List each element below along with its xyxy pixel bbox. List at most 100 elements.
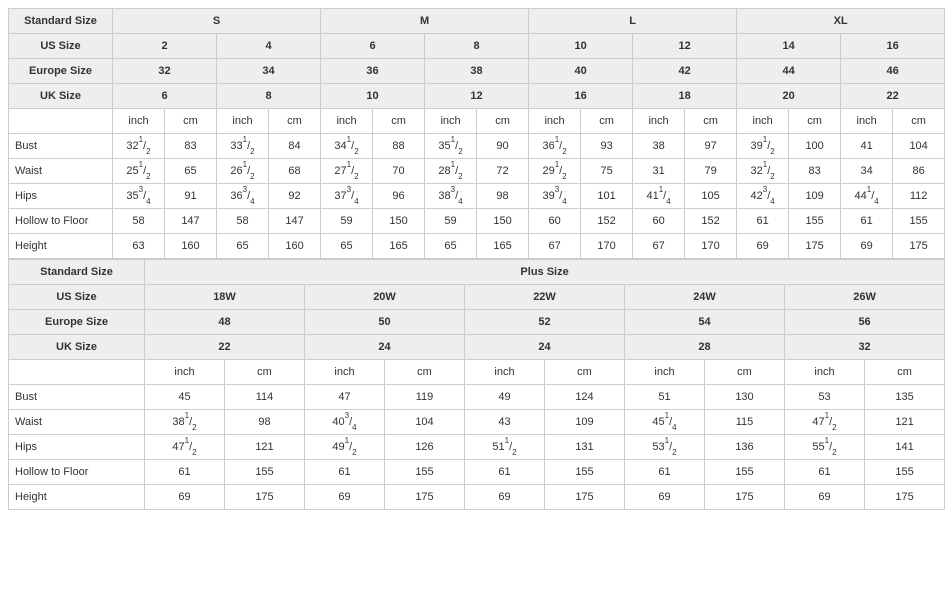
units-row: inchcm inchcm inchcm inchcm inchcm bbox=[9, 360, 945, 385]
measure-value: 551/2 bbox=[785, 435, 865, 460]
measure-value: 271/2 bbox=[321, 159, 373, 184]
unit-cm: cm bbox=[545, 360, 625, 385]
measure-label: Waist bbox=[9, 410, 145, 435]
measure-value: 61 bbox=[737, 209, 789, 234]
uk-size: 20 bbox=[737, 84, 841, 109]
measure-value: 115 bbox=[705, 410, 785, 435]
unit-cm: cm bbox=[685, 109, 737, 134]
measure-value: 393/4 bbox=[529, 184, 581, 209]
uk-size: 32 bbox=[785, 335, 945, 360]
measure-value: 261/2 bbox=[217, 159, 269, 184]
col-header: US Size bbox=[9, 34, 113, 59]
measure-value: 69 bbox=[785, 485, 865, 510]
measure-value: 321/2 bbox=[737, 159, 789, 184]
col-header: Europe Size bbox=[9, 59, 113, 84]
unit-inch: inch bbox=[217, 109, 269, 134]
size-group: S bbox=[113, 9, 321, 34]
table-row: Europe Size 32 34 36 38 40 42 44 46 bbox=[9, 59, 945, 84]
measure-value: 83 bbox=[789, 159, 841, 184]
col-header: Standard Size bbox=[9, 260, 145, 285]
measure-value: 60 bbox=[529, 209, 581, 234]
us-size: 6 bbox=[321, 34, 425, 59]
measure-value: 45 bbox=[145, 385, 225, 410]
us-size: 22W bbox=[465, 285, 625, 310]
us-size: 16 bbox=[841, 34, 945, 59]
col-header: US Size bbox=[9, 285, 145, 310]
measure-value: 321/2 bbox=[113, 134, 165, 159]
measure-value: 69 bbox=[465, 485, 545, 510]
measure-value: 155 bbox=[789, 209, 841, 234]
measure-label: Hips bbox=[9, 184, 113, 209]
us-size: 20W bbox=[305, 285, 465, 310]
measure-value: 155 bbox=[225, 460, 305, 485]
measure-value: 170 bbox=[685, 234, 737, 259]
measure-value: 170 bbox=[581, 234, 633, 259]
col-header: Europe Size bbox=[9, 310, 145, 335]
measure-value: 155 bbox=[385, 460, 465, 485]
col-header: Standard Size bbox=[9, 9, 113, 34]
measure-value: 61 bbox=[841, 209, 893, 234]
measure-value: 65 bbox=[165, 159, 217, 184]
measure-label: Hips bbox=[9, 435, 145, 460]
unit-inch: inch bbox=[737, 109, 789, 134]
measure-value: 165 bbox=[373, 234, 425, 259]
measure-value: 152 bbox=[685, 209, 737, 234]
measure-value: 165 bbox=[477, 234, 529, 259]
measure-value: 86 bbox=[893, 159, 945, 184]
measure-value: 104 bbox=[893, 134, 945, 159]
eu-size: 44 bbox=[737, 59, 841, 84]
eu-size: 52 bbox=[465, 310, 625, 335]
measure-value: 155 bbox=[705, 460, 785, 485]
measure-value: 155 bbox=[893, 209, 945, 234]
measure-value: 49 bbox=[465, 385, 545, 410]
measure-value: 53 bbox=[785, 385, 865, 410]
table-row: US Size 18W 20W 22W 24W 26W bbox=[9, 285, 945, 310]
measure-value: 175 bbox=[705, 485, 785, 510]
measure-value: 152 bbox=[581, 209, 633, 234]
measure-value: 90 bbox=[477, 134, 529, 159]
measure-value: 31 bbox=[633, 159, 685, 184]
table-row: US Size 2 4 6 8 10 12 14 16 bbox=[9, 34, 945, 59]
eu-size: 48 bbox=[145, 310, 305, 335]
measure-value: 471/2 bbox=[785, 410, 865, 435]
unit-cm: cm bbox=[789, 109, 841, 134]
measure-value: 403/4 bbox=[305, 410, 385, 435]
measure-value: 160 bbox=[165, 234, 217, 259]
size-chart-plus: Standard Size Plus Size US Size 18W 20W … bbox=[8, 259, 945, 510]
measure-label: Hollow to Floor bbox=[9, 209, 113, 234]
unit-inch: inch bbox=[529, 109, 581, 134]
measure-value: 135 bbox=[865, 385, 945, 410]
measure-value: 88 bbox=[373, 134, 425, 159]
uk-size: 24 bbox=[305, 335, 465, 360]
unit-inch: inch bbox=[113, 109, 165, 134]
size-group: XL bbox=[737, 9, 945, 34]
measure-value: 61 bbox=[145, 460, 225, 485]
eu-size: 40 bbox=[529, 59, 633, 84]
unit-cm: cm bbox=[477, 109, 529, 134]
measure-value: 441/4 bbox=[841, 184, 893, 209]
eu-size: 34 bbox=[217, 59, 321, 84]
us-size: 12 bbox=[633, 34, 737, 59]
measure-value: 101 bbox=[581, 184, 633, 209]
measure-label: Bust bbox=[9, 385, 145, 410]
measure-value: 363/4 bbox=[217, 184, 269, 209]
uk-size: 8 bbox=[217, 84, 321, 109]
col-header: UK Size bbox=[9, 335, 145, 360]
table-row: Height6917569175691756917569175 bbox=[9, 485, 945, 510]
measure-value: 121 bbox=[225, 435, 305, 460]
uk-size: 24 bbox=[465, 335, 625, 360]
col-header: UK Size bbox=[9, 84, 113, 109]
us-size: 24W bbox=[625, 285, 785, 310]
measure-value: 93 bbox=[581, 134, 633, 159]
unit-cm: cm bbox=[373, 109, 425, 134]
eu-size: 54 bbox=[625, 310, 785, 335]
us-size: 4 bbox=[217, 34, 321, 59]
measure-value: 58 bbox=[113, 209, 165, 234]
measure-label: Waist bbox=[9, 159, 113, 184]
us-size: 14 bbox=[737, 34, 841, 59]
eu-size: 56 bbox=[785, 310, 945, 335]
unit-cm: cm bbox=[269, 109, 321, 134]
measure-value: 79 bbox=[685, 159, 737, 184]
measure-value: 69 bbox=[305, 485, 385, 510]
plus-size-header: Plus Size bbox=[145, 260, 945, 285]
